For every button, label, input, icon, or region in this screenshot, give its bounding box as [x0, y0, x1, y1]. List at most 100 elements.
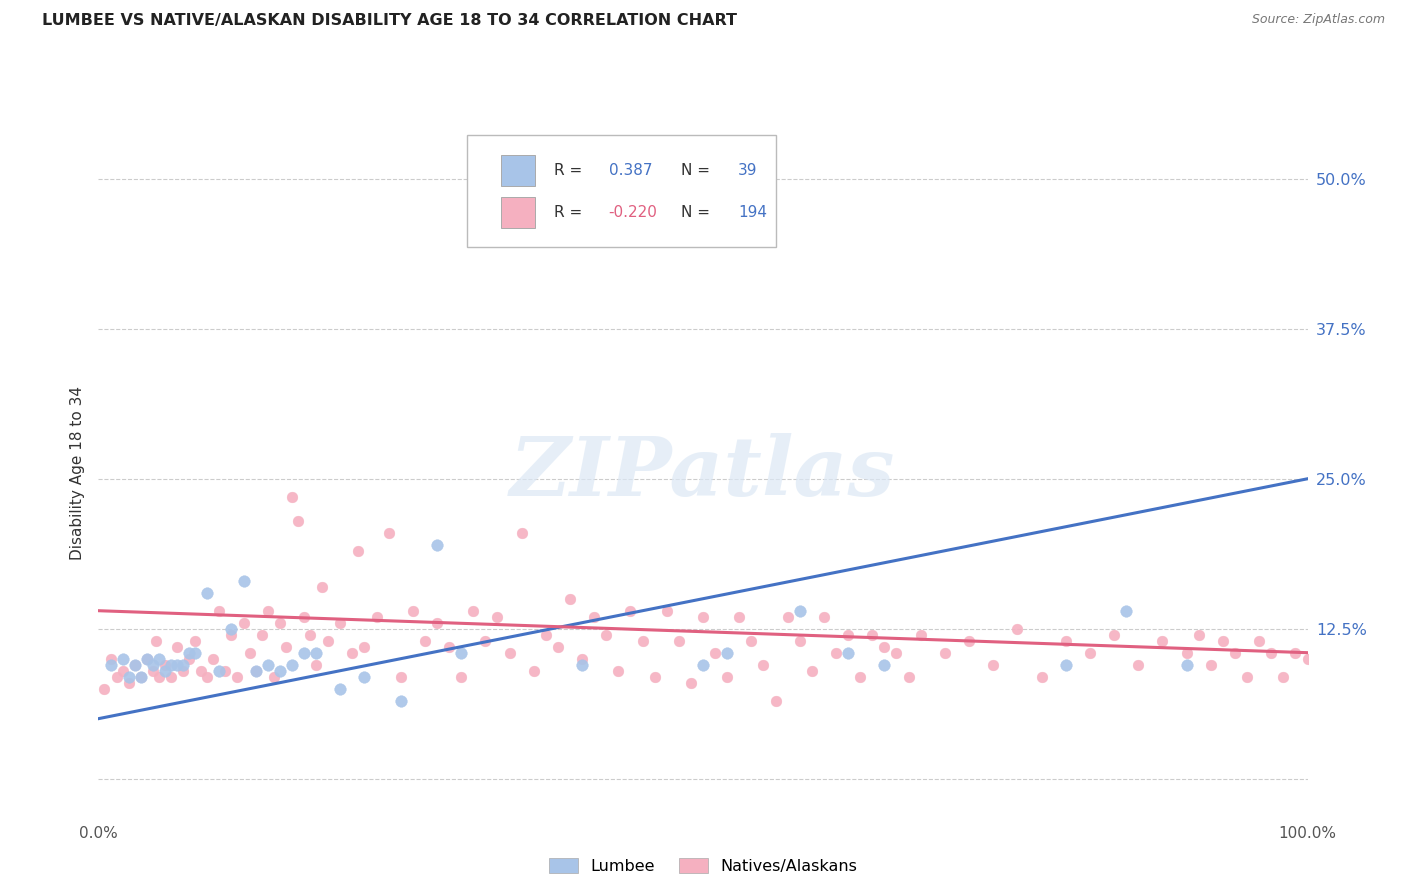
Point [124, 657, 146, 672]
Point [269, 615, 291, 630]
Point [316, 633, 339, 648]
Text: 194: 194 [738, 205, 768, 220]
Point [160, 657, 183, 672]
Point [184, 646, 207, 660]
Point [1199, 657, 1222, 672]
Point [177, 651, 201, 665]
Point [111, 651, 134, 665]
Point [981, 657, 1004, 672]
Point [728, 609, 751, 624]
Point [172, 664, 194, 678]
Point [160, 670, 183, 684]
Point [177, 646, 201, 660]
Point [1236, 670, 1258, 684]
Point [1249, 633, 1271, 648]
Point [221, 628, 243, 642]
Text: N =: N = [682, 205, 710, 220]
Point [100, 651, 122, 665]
Point [510, 226, 533, 240]
Point [232, 615, 254, 630]
Point [595, 628, 617, 642]
Point [135, 651, 157, 665]
Point [245, 664, 267, 678]
Point [232, 574, 254, 588]
Point [250, 628, 273, 642]
Point [135, 651, 157, 665]
Point [1115, 604, 1137, 618]
Point [668, 633, 690, 648]
Point [1007, 622, 1029, 636]
Point [118, 670, 141, 684]
Point [1152, 633, 1174, 648]
Point [142, 657, 165, 672]
Point [184, 633, 207, 648]
Point [1054, 633, 1077, 648]
Point [287, 514, 309, 528]
Point [402, 604, 425, 618]
FancyBboxPatch shape [501, 197, 534, 228]
Point [437, 640, 460, 654]
Point [765, 694, 787, 708]
Point [1102, 628, 1125, 642]
Point [679, 675, 702, 690]
Point [263, 670, 285, 684]
Point [100, 657, 122, 672]
Point [347, 543, 370, 558]
Point [145, 633, 167, 648]
Point [450, 646, 472, 660]
Point [426, 538, 449, 552]
Point [849, 670, 872, 684]
Point [740, 633, 762, 648]
Point [716, 670, 738, 684]
Legend: Lumbee, Natives/Alaskans: Lumbee, Natives/Alaskans [541, 850, 865, 882]
Point [195, 585, 218, 599]
Point [789, 633, 811, 648]
Point [1175, 646, 1198, 660]
Point [789, 604, 811, 618]
Point [498, 646, 520, 660]
Point [413, 633, 436, 648]
Point [1188, 628, 1211, 642]
Point [1212, 633, 1234, 648]
Point [1175, 657, 1198, 672]
Point [1296, 651, 1319, 665]
Text: LUMBEE VS NATIVE/ALASKAN DISABILITY AGE 18 TO 34 CORRELATION CHART: LUMBEE VS NATIVE/ALASKAN DISABILITY AGE … [42, 13, 737, 29]
Point [269, 664, 291, 678]
Point [366, 609, 388, 624]
Point [202, 651, 225, 665]
Text: R =: R = [554, 205, 582, 220]
Point [644, 670, 666, 684]
Point [463, 604, 485, 618]
Point [1272, 670, 1295, 684]
Point [534, 628, 557, 642]
Point [1260, 646, 1282, 660]
Point [934, 646, 956, 660]
Point [221, 622, 243, 636]
Point [93, 681, 115, 696]
Point [450, 670, 472, 684]
Point [226, 670, 249, 684]
Point [426, 615, 449, 630]
Point [583, 609, 606, 624]
Point [292, 609, 315, 624]
Point [655, 604, 678, 618]
Point [239, 646, 262, 660]
Point [124, 657, 146, 672]
Point [190, 664, 212, 678]
Point [311, 580, 333, 594]
Point [111, 664, 134, 678]
Point [142, 664, 165, 678]
FancyBboxPatch shape [501, 155, 534, 186]
Point [558, 591, 581, 606]
Point [837, 646, 859, 660]
Point [1128, 657, 1150, 672]
Point [1223, 646, 1246, 660]
Point [256, 604, 278, 618]
Point [342, 646, 364, 660]
Point [897, 670, 920, 684]
Point [148, 651, 170, 665]
Point [389, 694, 412, 708]
Point [153, 657, 176, 672]
Point [329, 615, 352, 630]
Point [281, 657, 304, 672]
